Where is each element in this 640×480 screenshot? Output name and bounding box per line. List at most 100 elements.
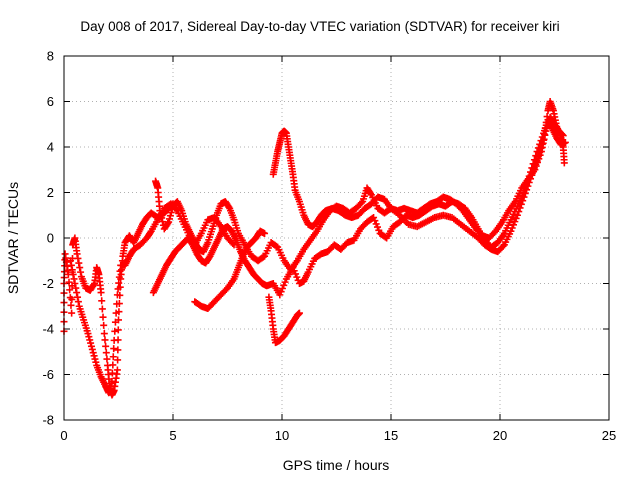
y-tick-label: -4 <box>42 322 54 337</box>
data-point-marker <box>499 242 507 250</box>
y-tick-label: 2 <box>47 185 54 200</box>
data-point-marker <box>108 369 116 377</box>
plot-frame <box>63 55 610 421</box>
data-point-marker <box>367 189 375 197</box>
series-2 <box>152 98 568 274</box>
data-point-marker <box>278 285 286 293</box>
data-point-marker <box>67 301 75 309</box>
data-point-marker <box>91 355 99 363</box>
data-point-marker <box>538 143 546 151</box>
data-point-marker <box>68 295 76 303</box>
data-point-marker <box>86 336 94 344</box>
data-point-marker <box>70 275 78 283</box>
data-point-marker <box>101 336 109 344</box>
data-point-marker <box>371 217 379 225</box>
data-point-marker <box>512 214 520 222</box>
x-tick-label: 5 <box>169 428 176 443</box>
y-tick-label: 6 <box>47 94 54 109</box>
data-point-marker <box>97 289 105 297</box>
data-point-marker <box>68 309 76 317</box>
data-point-marker <box>103 355 111 363</box>
data-point-marker <box>75 259 83 267</box>
data-point-marker <box>109 353 117 361</box>
data-point-marker <box>541 131 549 139</box>
data-point-marker <box>281 278 289 286</box>
data-point-marker <box>146 229 154 237</box>
data-point-marker <box>67 257 75 265</box>
y-tick-label: 8 <box>47 49 54 64</box>
data-point-marker <box>102 349 110 357</box>
y-tick-label: 4 <box>47 140 54 155</box>
data-point-marker <box>261 229 269 237</box>
data-point-marker <box>100 330 108 338</box>
data-point-marker <box>71 280 79 287</box>
data-point-marker <box>114 326 122 334</box>
data-point-marker <box>88 345 96 353</box>
data-point-marker <box>561 138 569 146</box>
series-4 <box>191 227 269 313</box>
data-point-marker <box>511 218 519 226</box>
x-tick-label: 15 <box>384 428 398 443</box>
data-point-marker <box>229 239 237 247</box>
data-point-marker <box>532 162 540 170</box>
axis-ticks: 0 5 10 15 20 25 -8 -6 -4 -2 0 2 4 6 8 <box>42 49 616 444</box>
data-point-marker <box>225 203 233 211</box>
y-axis-label: SDTVAR / TECUs <box>5 182 21 294</box>
data-points <box>60 98 569 399</box>
data-point-marker <box>84 330 92 338</box>
data-point-marker <box>87 339 95 347</box>
x-tick-label: 25 <box>602 428 616 443</box>
data-point-marker <box>536 151 544 159</box>
data-point-marker <box>67 261 75 269</box>
data-point-marker <box>99 313 107 321</box>
data-point-marker <box>112 309 120 317</box>
data-point-marker <box>68 266 76 274</box>
data-point-marker <box>373 223 381 231</box>
data-point-marker <box>113 300 121 308</box>
data-point-marker <box>157 210 165 218</box>
data-point-marker <box>87 342 95 350</box>
series-6 <box>269 113 567 242</box>
data-point-marker <box>115 279 123 287</box>
data-point-marker <box>559 132 567 140</box>
data-point-marker <box>113 366 121 374</box>
data-point-marker <box>74 293 82 301</box>
data-point-marker <box>66 286 74 294</box>
data-point-marker <box>111 327 119 335</box>
series-0 <box>60 200 177 399</box>
data-point-marker <box>76 264 84 272</box>
data-point-marker <box>85 333 93 341</box>
data-point-marker <box>74 298 82 306</box>
data-point-marker <box>295 309 303 317</box>
data-point-marker <box>115 273 123 281</box>
data-point-marker <box>158 214 166 222</box>
data-point-marker <box>69 270 77 278</box>
chart-title: Day 008 of 2017, Sidereal Day-to-day VTE… <box>80 19 559 34</box>
data-point-marker <box>289 264 297 272</box>
data-point-marker <box>109 361 117 369</box>
data-point-marker <box>166 215 174 223</box>
data-point-marker <box>531 166 539 174</box>
data-point-marker <box>113 291 121 299</box>
data-point-marker <box>110 336 118 344</box>
data-point-marker <box>114 285 122 293</box>
data-point-marker <box>108 377 116 385</box>
data-point-marker <box>280 281 288 289</box>
data-point-marker <box>110 345 118 353</box>
data-point-marker <box>167 209 175 217</box>
data-point-marker <box>92 358 100 366</box>
data-point-marker <box>357 199 365 207</box>
data-point-marker <box>165 218 173 226</box>
data-point-marker <box>168 205 176 213</box>
data-point-marker <box>370 214 378 222</box>
data-point-marker <box>533 158 541 166</box>
y-tick-label: -2 <box>42 276 54 291</box>
data-point-marker <box>513 211 521 219</box>
x-tick-label: 20 <box>493 428 507 443</box>
data-point-marker <box>166 212 174 220</box>
data-point-marker <box>114 356 122 364</box>
series-5 <box>265 293 303 347</box>
data-point-marker <box>540 135 548 143</box>
data-point-marker <box>100 321 108 329</box>
